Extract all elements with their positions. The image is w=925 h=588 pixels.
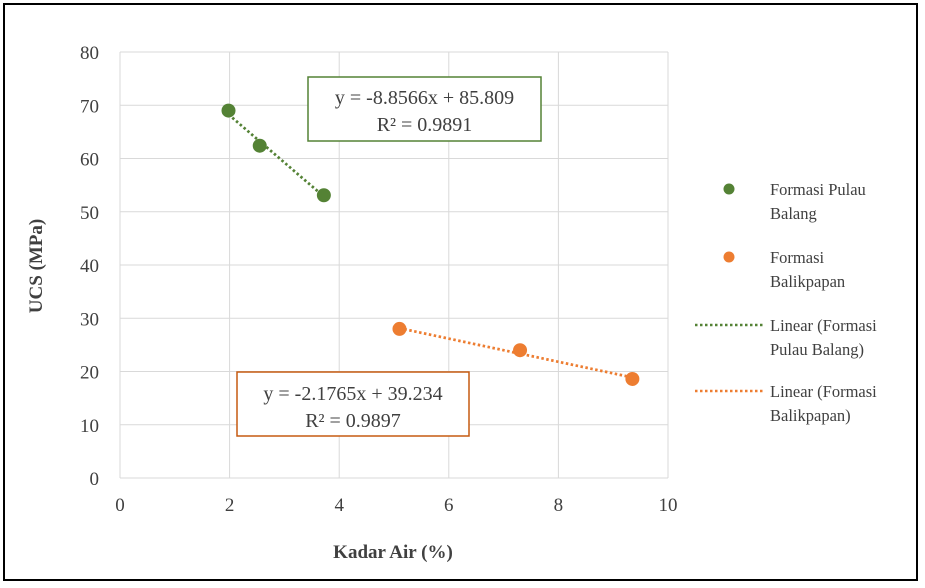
x-tick-label: 10 (659, 495, 678, 516)
x-tick-label: 8 (554, 495, 564, 516)
legend-item-balikpapan: Formasi Balikpapan (723, 248, 845, 291)
data-point-series-0 (252, 138, 267, 153)
legend-label-balikpapan-line1: Formasi (770, 248, 825, 267)
legend-label-linear-balikpapan-line2: Balikpapan) (770, 406, 851, 425)
y-tick-label: 50 (80, 203, 99, 224)
y-tick-label: 40 (80, 256, 99, 277)
legend-item-pulau-balang: Formasi Pulau Balang (723, 180, 866, 223)
x-tick-label: 2 (225, 495, 235, 516)
data-point-series-1 (392, 321, 407, 336)
data-point-series-1 (625, 371, 640, 386)
data-points (221, 103, 640, 386)
y-tick-label: 10 (80, 416, 99, 437)
x-tick-label: 0 (115, 495, 125, 516)
x-tick-labels: 0 2 4 6 8 10 (115, 495, 677, 516)
legend-label-pulau-balang-line1: Formasi Pulau (770, 180, 866, 199)
legend-label-balikpapan-line2: Balikpapan (770, 272, 845, 291)
legend-label-pulau-balang-line2: Balang (770, 204, 817, 223)
legend-item-linear-balikpapan: Linear (Formasi Balikpapan) (695, 382, 877, 425)
equation-balikpapan: y = -2.1765x + 39.234 (263, 383, 442, 405)
equation-pulau-balang: y = -8.8566x + 85.809 (335, 87, 514, 109)
y-tick-label: 20 (80, 363, 99, 384)
data-point-series-0 (316, 188, 331, 203)
y-axis-title: UCS (MPa) (26, 219, 47, 313)
legend-label-linear-balikpapan-line1: Linear (Formasi (770, 382, 877, 401)
y-tick-label: 80 (80, 43, 99, 64)
legend-label-linear-pulau-balang-line1: Linear (Formasi (770, 316, 877, 335)
grid-lines (119, 51, 669, 479)
legend-label-linear-pulau-balang-line2: Pulau Balang) (770, 340, 864, 359)
equation-box-balikpapan: y = -2.1765x + 39.234 R² = 0.9897 (236, 371, 470, 437)
y-tick-labels: 0 10 20 30 40 50 60 70 80 (80, 43, 99, 490)
data-point-series-0 (221, 103, 236, 118)
x-tick-label: 6 (444, 495, 454, 516)
legend: Formasi Pulau Balang Formasi Balikpapan … (695, 180, 877, 425)
legend-marker-pulau-balang (723, 183, 735, 195)
y-tick-label: 60 (80, 150, 99, 171)
x-tick-label: 4 (334, 495, 344, 516)
x-axis-title: Kadar Air (%) (333, 542, 453, 563)
legend-item-linear-pulau-balang: Linear (Formasi Pulau Balang) (695, 316, 877, 359)
r2-pulau-balang: R² = 0.9891 (377, 114, 473, 136)
y-tick-label: 30 (80, 309, 99, 330)
equation-box-pulau-balang: y = -8.8566x + 85.809 R² = 0.9891 (307, 76, 542, 142)
data-point-series-1 (513, 343, 528, 358)
legend-marker-balikpapan (723, 251, 735, 263)
trendline-series-0 (227, 113, 325, 198)
r2-balikpapan: R² = 0.9897 (305, 410, 401, 432)
trendlines (227, 113, 633, 379)
y-tick-label: 70 (80, 96, 99, 117)
y-tick-label: 0 (90, 469, 100, 490)
